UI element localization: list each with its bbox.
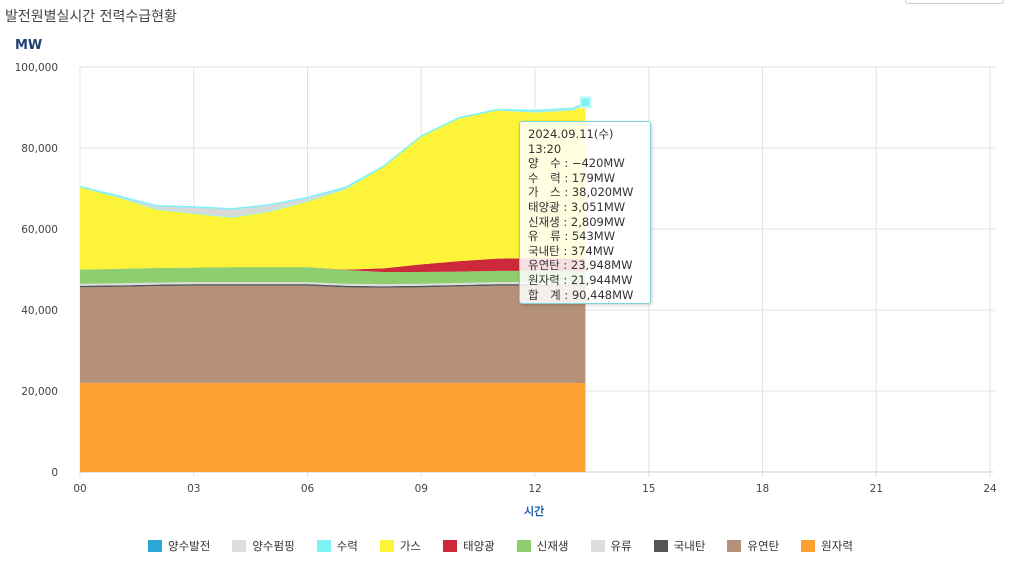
tooltip-row: 유 류 : 543MW bbox=[528, 229, 616, 244]
legend-label: 양수펌핑 bbox=[252, 539, 295, 553]
legend-swatch bbox=[443, 540, 457, 552]
y-tick-label: 60,000 bbox=[21, 224, 58, 236]
x-tick-label: 18 bbox=[756, 483, 769, 495]
legend-swatch bbox=[590, 540, 605, 552]
page-title: 발전원별실시간 전력수급현황 bbox=[5, 9, 177, 25]
x-tick-label: 09 bbox=[415, 483, 428, 495]
legend-item[interactable]: 태양광 bbox=[443, 538, 495, 554]
legend-label: 국내탄 bbox=[673, 539, 706, 553]
legend-swatch bbox=[232, 540, 247, 552]
legend-item[interactable]: 원자력 bbox=[801, 538, 853, 554]
legend-label: 원자력 bbox=[821, 539, 853, 553]
tooltip-row: 태양광 : 3,051MW bbox=[528, 199, 626, 214]
x-tick-label: 12 bbox=[528, 483, 541, 495]
legend-swatch bbox=[653, 540, 668, 552]
x-tick-label: 24 bbox=[983, 483, 997, 495]
legend-item[interactable]: 유류 bbox=[590, 538, 632, 554]
tooltip-row: 원자력 : 21,944MW bbox=[528, 272, 633, 287]
legend-item[interactable]: 유연탄 bbox=[727, 538, 779, 554]
tooltip-row: 가 스 : 38,020MW bbox=[528, 185, 634, 200]
y-tick-label: 100,000 bbox=[15, 62, 58, 74]
y-tick-label: 0 bbox=[51, 467, 58, 479]
x-tick-label: 15 bbox=[642, 483, 655, 495]
y-axis-unit: MW bbox=[15, 38, 43, 53]
area-유류 bbox=[80, 282, 586, 287]
area-가스 bbox=[80, 104, 586, 270]
legend-swatch bbox=[727, 540, 742, 552]
area-신재생 bbox=[80, 267, 586, 285]
x-tick-label: 00 bbox=[73, 483, 86, 495]
legend-swatch bbox=[801, 540, 816, 552]
tooltip-row: 수 력 : 179MW bbox=[528, 170, 616, 185]
legend-swatch bbox=[316, 540, 331, 552]
total-line bbox=[79, 101, 586, 210]
legend-label: 태양광 bbox=[463, 539, 495, 553]
tooltip: 2024.09.11(수) 13:20 양 수 : −420MW 수 력 : 17… bbox=[519, 121, 651, 304]
legend-label: 가스 bbox=[399, 539, 421, 553]
legend-item[interactable]: 양수펌핑 bbox=[232, 538, 295, 554]
tooltip-row: 신재생 : 2,809MW bbox=[528, 214, 626, 229]
legend-item[interactable]: 가스 bbox=[379, 538, 421, 554]
top-right-button[interactable] bbox=[905, 0, 1004, 4]
legend-item[interactable]: 신재생 bbox=[516, 538, 569, 554]
tooltip-row: 양 수 : −420MW bbox=[528, 156, 625, 171]
legend: 양수발전 양수펌핑 수력 가스 태양광 신재생 유류 국내탄 유연탄 원자력 bbox=[148, 538, 875, 554]
tooltip-row: 국내탄 : 374MW bbox=[528, 243, 615, 258]
power-chart: 0 20,000 40,000 60,000 80,000 100,000 00 03 06 09… bbox=[15, 62, 997, 495]
legend-label: 유류 bbox=[610, 539, 632, 553]
hover-marker[interactable] bbox=[579, 96, 592, 109]
legend-item[interactable]: 수력 bbox=[316, 538, 358, 554]
area-국내탄 bbox=[80, 284, 586, 288]
x-tick-label: 06 bbox=[301, 483, 315, 495]
legend-swatch bbox=[516, 540, 531, 552]
legend-label: 양수발전 bbox=[168, 539, 211, 553]
tooltip-row: 합 계 : 90,448MW bbox=[528, 287, 634, 302]
legend-swatch bbox=[148, 540, 162, 552]
area-유연탄 bbox=[80, 285, 586, 384]
legend-swatch bbox=[379, 540, 394, 552]
legend-item[interactable]: 양수발전 bbox=[148, 538, 210, 554]
legend-label: 신재생 bbox=[536, 539, 569, 553]
y-tick-label: 40,000 bbox=[21, 305, 58, 317]
x-axis-label: 시간 bbox=[524, 505, 545, 518]
y-tick-label: 80,000 bbox=[21, 143, 58, 155]
y-tick-label: 20,000 bbox=[21, 386, 58, 398]
x-tick-label: 03 bbox=[187, 483, 200, 495]
tooltip-row: 유연탄 : 23,948MW bbox=[528, 258, 633, 273]
legend-item[interactable]: 국내탄 bbox=[653, 538, 706, 554]
x-tick-label: 21 bbox=[870, 483, 883, 495]
legend-label: 유연탄 bbox=[747, 539, 780, 553]
area-태양광 bbox=[80, 258, 586, 273]
area-원자력 bbox=[80, 382, 586, 472]
legend-label: 수력 bbox=[336, 539, 358, 553]
tooltip-header: 2024.09.11(수) 13:20 bbox=[528, 127, 614, 156]
